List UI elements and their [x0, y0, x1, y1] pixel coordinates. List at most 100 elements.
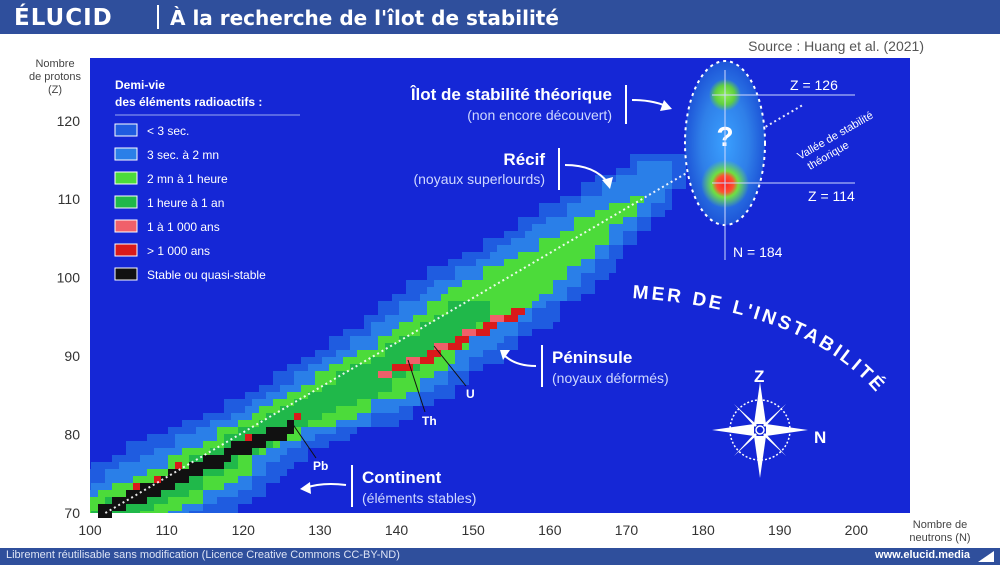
site-link[interactable]: www.elucid.media [875, 549, 970, 561]
compass-arm-south [754, 436, 766, 478]
legend-label-3: 1 heure à 1 an [147, 196, 224, 210]
long-lived-cell [427, 350, 441, 357]
stable-cell [259, 434, 266, 448]
long-lived-cell [133, 483, 140, 490]
x-tick-label: 150 [461, 522, 485, 538]
stable-cell [245, 441, 252, 455]
long-lived-cell [483, 322, 497, 329]
peninsule-arrow [503, 354, 537, 367]
u-leader [433, 345, 467, 387]
compass-center [755, 425, 765, 435]
continent-subtitle: (éléments stables) [362, 490, 476, 506]
elucid-logo: ÉLUCID [14, 5, 113, 31]
footer-bar: Librement réutilisable sans modification… [0, 548, 1000, 565]
y-axis-title-line3: (Z) [47, 84, 63, 96]
stable-cell [175, 469, 182, 483]
compass-rose [712, 382, 808, 478]
legend-label-0: < 3 sec. [147, 124, 189, 138]
stable-cell [231, 441, 238, 455]
compass-arm-east [766, 424, 808, 436]
legend-swatch-1 [114, 147, 138, 161]
legend-swatch-2 [114, 171, 138, 185]
compass-arm-ne [763, 404, 786, 427]
brand-corner-icon [978, 551, 994, 562]
long-lived-cell [434, 343, 448, 350]
stable-cell [140, 483, 147, 497]
pb-label: Pb [313, 459, 328, 473]
x-tick-label: 140 [385, 522, 409, 538]
header-bar: ÉLUCID À la recherche de l'îlot de stabi… [0, 0, 1000, 34]
stable-cell [224, 448, 231, 462]
stable-cell [126, 490, 133, 504]
compass-z-label: Z [754, 367, 764, 386]
n184-label: N = 184 [733, 244, 783, 260]
compass-arm-north [754, 382, 766, 424]
heat-cell [581, 224, 609, 245]
stable-cell [98, 504, 105, 518]
long-lived-cell [399, 364, 413, 371]
y-tick-label: 110 [58, 191, 81, 207]
long-lived-cell [175, 462, 182, 469]
x-tick-label: 160 [538, 522, 562, 538]
stable-cell [266, 427, 273, 441]
compass-arm-sw [734, 433, 757, 456]
x-tick-label: 180 [691, 522, 715, 538]
stable-cell [210, 455, 217, 469]
pb-leader [291, 422, 317, 459]
continent-title: Continent [362, 468, 442, 487]
stable-cell [119, 497, 126, 511]
legend-title-line2: des éléments radioactifs : [115, 95, 262, 109]
page-title: À la recherche de l'îlot de stabilité [170, 6, 559, 30]
long-lived-cell [490, 315, 504, 322]
x-tick-label: 190 [768, 522, 792, 538]
legend-title-line1: Demi-vie [115, 78, 165, 92]
legend-swatch-3 [114, 195, 138, 209]
compass-arm-se [763, 433, 786, 456]
stable-cell [196, 462, 203, 476]
long-lived-cell [154, 476, 161, 483]
legend-label-1: 3 sec. à 2 mn [147, 148, 219, 162]
compass-n-label: N [814, 428, 826, 447]
stable-cell [273, 427, 280, 441]
long-lived-cell [294, 413, 301, 420]
licence-text: Librement réutilisable sans modification… [6, 549, 400, 561]
stable-cell [182, 469, 189, 483]
legend-label-5: > 1 000 ans [147, 244, 210, 258]
x-axis-title: Nombre de neutrons (N) [885, 519, 995, 545]
x-tick-label: 200 [845, 522, 869, 538]
x-axis-title-line1: Nombre de [912, 519, 968, 531]
ilot-title: Îlot de stabilité théorique [410, 85, 612, 104]
stable-cell [105, 504, 112, 518]
heat-cell [616, 203, 630, 217]
recif-subtitle: (noyaux superlourds) [413, 171, 545, 187]
stable-cell [133, 490, 140, 504]
stable-cell [147, 483, 154, 497]
legend-label-2: 2 mn à 1 heure [147, 172, 228, 186]
u-label: U [466, 387, 475, 401]
x-tick-label: 170 [615, 522, 639, 538]
y-tick-label: 70 [64, 505, 80, 521]
legend-swatch-0 [114, 123, 138, 137]
stable-cell [217, 455, 224, 469]
peninsule-subtitle: (noyaux déformés) [552, 370, 669, 386]
ilot-subtitle: (non encore découvert) [467, 107, 612, 123]
y-tick-label: 100 [57, 270, 81, 286]
stable-cell [287, 420, 294, 434]
compass-arm-nw [734, 404, 757, 427]
header-separator [157, 5, 159, 29]
y-tick-label: 90 [64, 348, 80, 364]
th-label: Th [422, 414, 437, 428]
stable-cell [154, 483, 161, 497]
legend-swatch-6 [114, 267, 138, 281]
x-axis-title-line2: neutrons (N) [909, 532, 971, 544]
stable-cell [238, 441, 245, 455]
stable-cell [252, 434, 259, 448]
legend-label-4: 1 à 1 000 ans [147, 220, 220, 234]
compass-arm-west [712, 424, 754, 436]
long-lived-cell [462, 329, 476, 336]
source-text: Source : Huang et al. (2021) [748, 38, 924, 54]
x-tick-label: 100 [78, 522, 102, 538]
legend-swatch-5 [114, 243, 138, 257]
stable-cell [168, 469, 175, 483]
long-lived-cell [504, 315, 518, 322]
